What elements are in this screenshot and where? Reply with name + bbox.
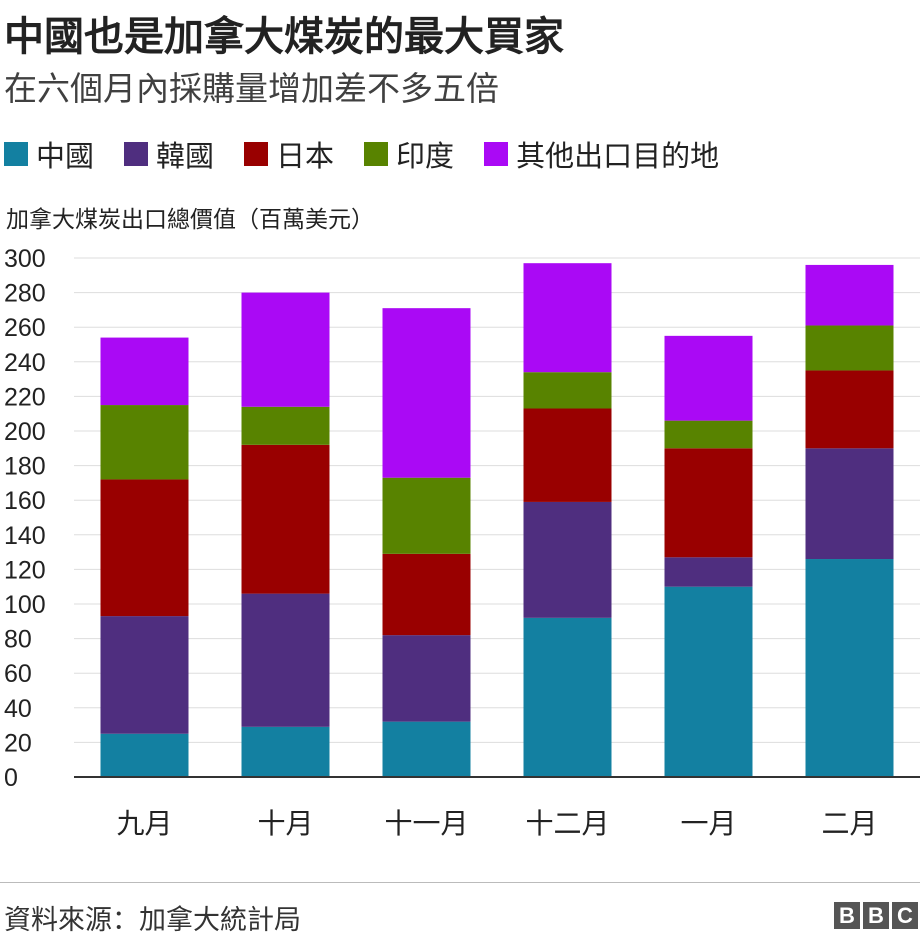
y-tick-label: 140 [4,522,46,550]
bar-segment [382,308,471,478]
bar-segment [664,420,753,449]
legend: 中國 韓國 日本 印度 其他出口目的地 [4,134,749,174]
x-tick-label: 十一月 [384,808,468,839]
legend-label: 中國 [36,141,95,173]
x-tick-label: 十二月 [525,808,609,839]
y-tick-label: 200 [4,418,46,446]
bar-segment [100,616,189,734]
legend-item: 印度 [364,133,454,175]
bar-segment [100,405,189,480]
logo-letter: C [892,902,918,929]
bar-segment [241,292,330,407]
bar-segment [382,553,471,636]
logo-letter: B [863,902,889,929]
legend-label: 其他出口目的地 [516,141,720,173]
y-tick-label: 20 [4,729,32,757]
footer-divider [0,882,920,883]
x-tick-label: 一月 [680,808,736,839]
x-tick-label: 十月 [257,808,313,839]
y-tick-label: 280 [4,280,46,308]
bar-segment [805,448,894,560]
bar-segment [523,408,612,502]
bar-segment [523,501,612,618]
y-tick-label: 260 [4,314,46,342]
legend-item: 其他出口目的地 [484,133,719,175]
y-tick-label: 60 [4,660,32,688]
bar-segment [241,593,330,727]
y-tick-label: 240 [4,349,46,377]
bbc-logo: B B C [831,902,918,929]
bar-segment [382,721,471,777]
bar-segment [382,477,471,554]
y-tick-label: 40 [4,695,32,723]
y-tick-label: 160 [4,487,46,515]
bar-segment [805,370,894,449]
legend-label: 印度 [396,141,455,173]
legend-swatch [244,142,269,166]
bar-segment [241,444,330,594]
bar-segment [805,325,894,371]
x-tick-label: 九月 [116,808,172,839]
legend-item: 韓國 [124,133,214,175]
legend-swatch [4,142,28,166]
legend-item: 中國 [4,133,94,175]
y-tick-label: 300 [4,245,46,273]
bar-segment [664,586,753,777]
logo-letter: B [834,902,860,929]
bar-segment [523,372,612,409]
y-tick-label: 180 [4,453,46,481]
bar-segment [523,263,612,373]
bar-segment [382,635,471,722]
y-tick-label: 120 [4,556,46,584]
legend-label: 韓國 [156,141,215,173]
bar-segment [100,337,189,406]
y-tick-label: 100 [4,591,46,619]
bar-segment [664,557,753,587]
legend-label: 日本 [276,141,335,173]
source-note: 資料來源：加拿大統計局 [4,905,301,935]
bar-segment [805,264,894,326]
y-axis-label: 加拿大煤炭出口總價值（百萬美元） [6,206,374,232]
bar-segment [523,617,612,777]
bar-segment [241,726,330,777]
bar-segment [100,479,189,617]
chart-title: 中國也是加拿大煤炭的最大買家 [4,15,564,59]
bar-segment [805,559,894,777]
y-tick-label: 220 [4,383,46,411]
x-tick-label: 二月 [821,808,877,839]
chart-subtitle: 在六個月內採購量增加差不多五倍 [4,70,499,107]
legend-item: 日本 [244,133,334,175]
y-tick-label: 0 [4,764,18,792]
y-tick-label: 80 [4,626,32,654]
bar-segment [664,335,753,421]
stacked-bar-chart: 0 20 40 60 80 100 120 140 160 180 200 220 240 260 280 3… [4,245,920,839]
bar-segment [100,733,189,777]
bar-segment [664,448,753,558]
legend-swatch [484,142,509,166]
bar-segment [241,406,330,445]
legend-swatch [124,142,149,166]
legend-swatch [364,142,389,166]
